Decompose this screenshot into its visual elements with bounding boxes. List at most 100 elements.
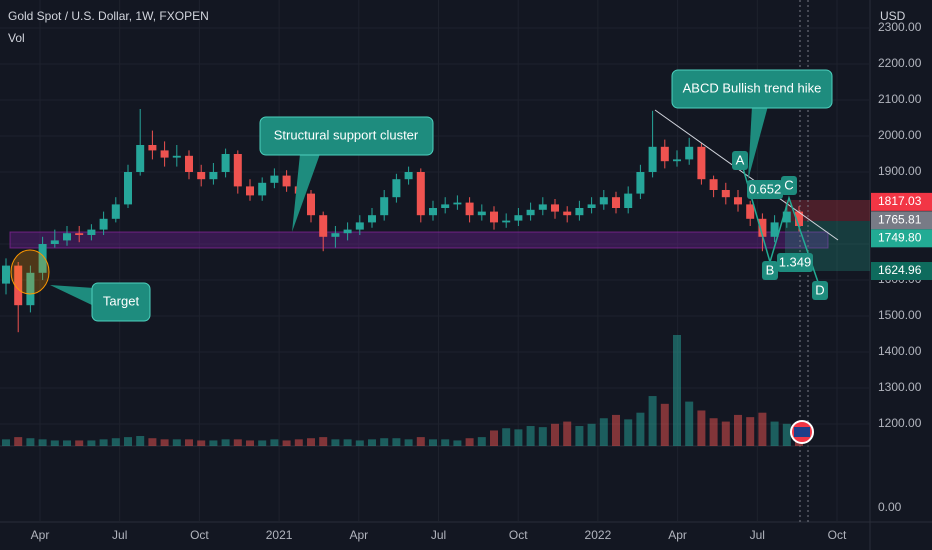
candle-body [758, 218, 767, 237]
candle-body [453, 202, 462, 205]
candle-body [99, 218, 108, 230]
volume-bar [172, 439, 181, 446]
x-tick-label: Apr [31, 528, 50, 542]
ratio-box [747, 180, 783, 199]
candle-body [392, 179, 401, 198]
volume-bar [502, 428, 511, 446]
candle-body [2, 265, 10, 284]
point-label: D [815, 282, 824, 297]
candle-body [148, 145, 157, 151]
candle-body [709, 179, 718, 190]
price-tag-label: 1817.03 [878, 194, 922, 208]
abcd-labels: A B C D 0.652 1.349 [732, 151, 828, 300]
candle-body [429, 208, 437, 216]
point-box [812, 281, 828, 300]
candle-body [319, 215, 328, 237]
volume-bar [221, 439, 230, 446]
point-label: A [736, 152, 745, 167]
x-tick-label: Oct [509, 528, 528, 542]
volume-bar [673, 335, 681, 446]
volume-bar [648, 396, 657, 446]
candle-body [355, 222, 364, 230]
volume-bar [50, 440, 59, 446]
callouts: Structural support cluster ABCD Bullish … [50, 69, 833, 322]
volume-bar [490, 430, 498, 446]
y-tick-label: 2300.00 [878, 20, 922, 34]
volume-bar [136, 436, 145, 446]
volume-bar [734, 414, 742, 446]
candle-body [63, 233, 71, 241]
point-label: C [784, 177, 793, 192]
candle-body [172, 155, 181, 158]
x-tick-label: Jul [750, 528, 765, 542]
volume-bar [587, 423, 596, 446]
volume-bar [2, 439, 10, 446]
price-tag-label: 1624.96 [878, 263, 922, 277]
callout-pointer [50, 285, 94, 306]
y-tick-label: 1900.00 [878, 164, 922, 178]
volume-bar [441, 439, 450, 446]
volume-bar [538, 427, 547, 446]
volume-bar [111, 438, 120, 446]
volume-bar [758, 412, 767, 446]
volume-bar [233, 439, 242, 446]
ratio-label: 0.652 [749, 181, 782, 196]
candle-body [343, 229, 352, 234]
volume-bar [697, 410, 706, 446]
candle-body [380, 197, 389, 216]
event-flag [794, 427, 810, 437]
volume-bar [636, 412, 645, 446]
candle-body [246, 186, 254, 196]
candle-body [746, 204, 755, 219]
candle-body [124, 172, 132, 205]
price-tag [871, 262, 932, 281]
support-zone [9, 231, 829, 249]
volume-bar [477, 437, 486, 446]
callout-pointer [292, 154, 320, 232]
volume-bar [575, 426, 584, 446]
volume-bar [331, 439, 340, 446]
volume-bar [709, 418, 718, 446]
point-box [762, 261, 778, 280]
y-tick-label: 2200.00 [878, 56, 922, 70]
volume-bar [294, 439, 303, 446]
candle-body [660, 146, 669, 162]
volume-bar [685, 401, 694, 446]
candle-body [87, 229, 96, 235]
candle-body [538, 204, 547, 210]
candle-body [270, 175, 279, 183]
candle-body [734, 197, 742, 205]
volume-bar [392, 438, 401, 446]
volume-bar [38, 439, 47, 446]
x-tick-label: 2021 [266, 528, 293, 542]
y-tick-label: 1400.00 [878, 344, 922, 358]
y-tick-label: 1200.00 [878, 416, 922, 430]
volume-bar [526, 426, 535, 446]
callout-box [671, 69, 833, 109]
candle-body [782, 211, 791, 223]
point-box [732, 151, 748, 170]
axes: 2300.002200.002100.002000.001900.001700.… [31, 20, 932, 542]
candle-body [477, 211, 486, 216]
volume-bar [319, 437, 328, 446]
candle-body [26, 272, 35, 306]
candle-body [221, 154, 230, 172]
candle-body [160, 150, 169, 158]
callout-text: Structural support cluster [274, 127, 419, 142]
stop-zone [785, 200, 870, 221]
candle-body [770, 222, 779, 237]
volume-bar [453, 440, 462, 446]
candle-body [648, 146, 657, 172]
y-tick-label: 2000.00 [878, 128, 922, 142]
candle-body [685, 146, 694, 160]
volume-bar [209, 440, 218, 446]
volume-bar [63, 440, 71, 446]
x-tick-label: Apr [349, 528, 368, 542]
volume-bar [368, 439, 376, 446]
callout-text: Target [103, 293, 140, 308]
volume-bar [99, 439, 108, 446]
volume-bar [429, 439, 437, 446]
volume-bar [721, 421, 730, 446]
volume-bar [148, 438, 157, 446]
